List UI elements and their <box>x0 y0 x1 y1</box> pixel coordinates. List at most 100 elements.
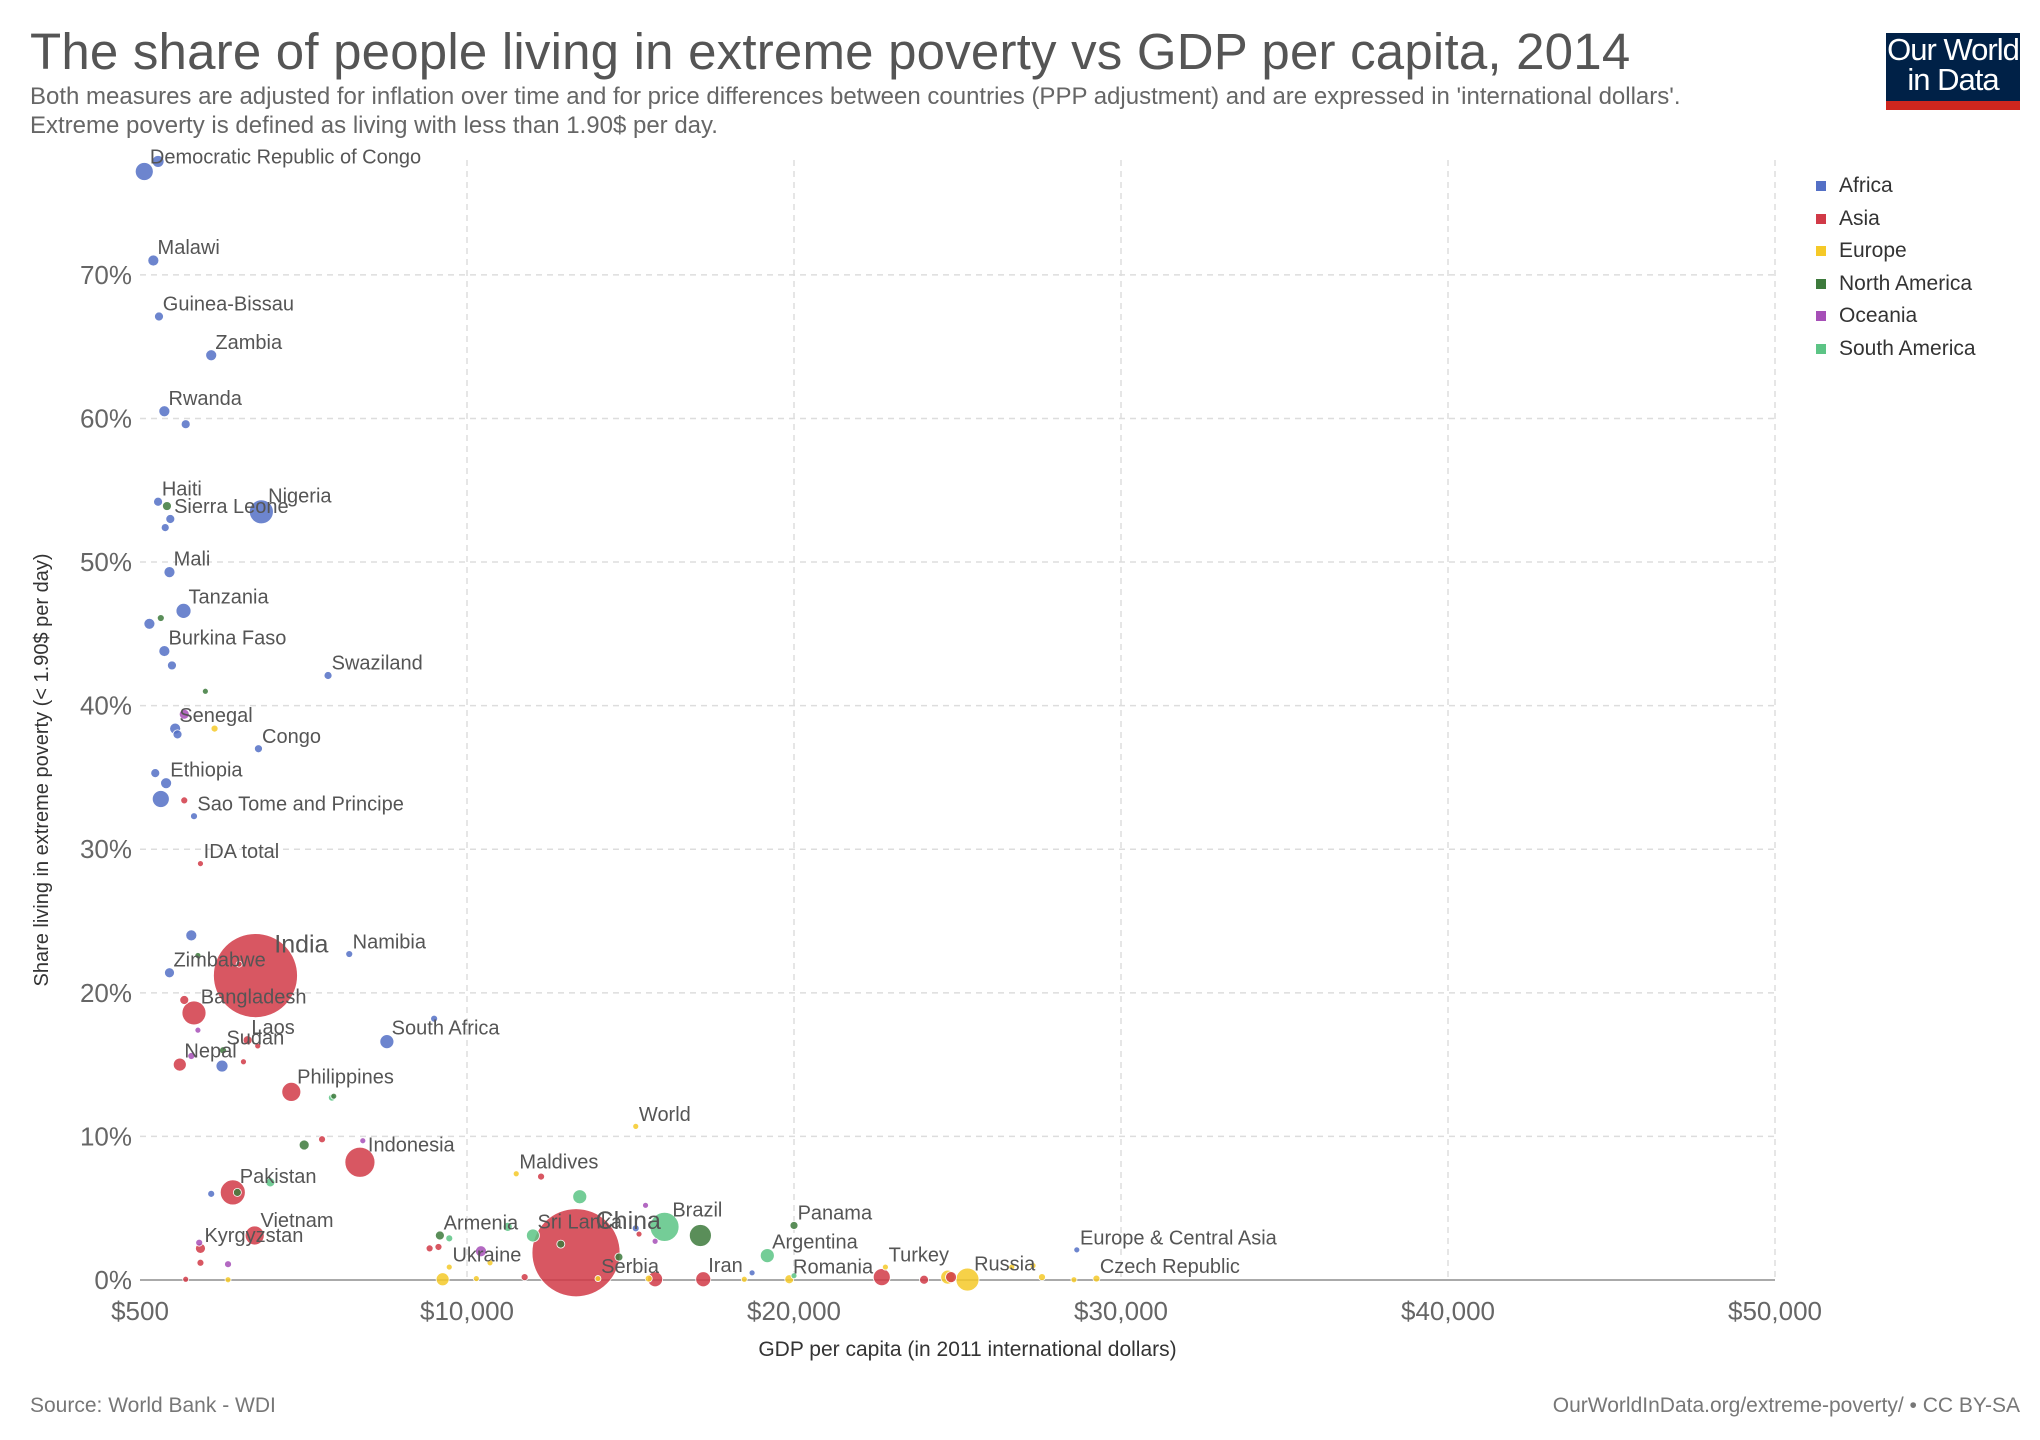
data-point <box>1029 1262 1037 1270</box>
data-point <box>224 1276 232 1284</box>
data-point <box>572 1189 588 1205</box>
data-point <box>345 950 354 958</box>
data-point <box>150 768 161 779</box>
y-axis-label: Share living in extreme poverty (< 1.90$… <box>31 554 53 987</box>
data-point <box>194 952 202 959</box>
data-point <box>526 1228 540 1243</box>
data-point <box>167 660 177 671</box>
legend-swatch <box>1816 343 1826 354</box>
legend-label: North America <box>1839 271 1973 295</box>
data-point <box>434 1230 445 1241</box>
point-label: IDA total <box>204 841 280 863</box>
data-point <box>265 1177 276 1188</box>
y-tick-label: 40% <box>80 691 132 721</box>
legend-item-south-america[interactable]: South America <box>1816 335 1976 368</box>
data-point <box>651 1237 659 1245</box>
data-point <box>151 155 165 168</box>
data-point <box>614 1252 624 1262</box>
data-point <box>281 1081 302 1102</box>
footer-url[interactable]: OurWorldInData.org/extreme-poverty/ • CC… <box>1552 1394 2020 1417</box>
data-point <box>748 1269 756 1277</box>
owid-logo[interactable]: Our World in Data <box>1886 33 2020 110</box>
data-point <box>872 1268 891 1287</box>
data-point <box>201 687 209 695</box>
x-tick-label: $500 <box>111 1296 169 1326</box>
data-point <box>197 860 204 867</box>
legend-label: Europe <box>1839 239 1907 262</box>
point-label: Sierra Leone <box>174 496 289 518</box>
data-point <box>330 1092 338 1100</box>
point-label: Czech Republic <box>1100 1256 1240 1278</box>
y-tick-label: 50% <box>80 547 132 577</box>
data-point <box>143 617 156 630</box>
data-point <box>881 1263 889 1271</box>
point-label: Indonesia <box>368 1135 456 1157</box>
point-label: Haiti <box>162 479 202 501</box>
data-point <box>175 602 192 619</box>
data-point <box>1038 1273 1046 1282</box>
data-point <box>190 812 198 821</box>
data-point <box>520 1273 529 1282</box>
point-label: Sri Lanka <box>538 1212 623 1234</box>
point-label: Zimbabwe <box>173 949 265 971</box>
legend-item-asia[interactable]: Asia <box>1816 205 1976 238</box>
data-point <box>556 1239 566 1249</box>
data-point <box>502 1221 513 1232</box>
data-point <box>180 796 189 805</box>
data-point <box>195 1238 204 1247</box>
data-point <box>240 1058 247 1066</box>
data-point <box>1092 1274 1101 1283</box>
point-label: Brazil <box>672 1199 722 1221</box>
data-point <box>1008 1263 1016 1271</box>
point-label: Serbia <box>601 1256 660 1278</box>
y-tick-label: 20% <box>80 978 132 1008</box>
data-point <box>235 960 243 968</box>
data-point <box>196 1258 205 1267</box>
point-label: Sao Tome and Principe <box>197 794 403 816</box>
logo-accent-bar <box>1886 101 2020 110</box>
data-point <box>179 995 190 1005</box>
point-label: Bangladesh <box>201 987 307 1009</box>
data-point <box>759 1248 775 1263</box>
data-point <box>187 1052 196 1060</box>
legend-item-africa[interactable]: Africa <box>1816 172 1976 205</box>
data-point <box>594 1275 602 1282</box>
point-label: Rwanda <box>169 388 243 410</box>
data-point <box>445 1234 454 1243</box>
data-point <box>435 1272 450 1287</box>
data-point <box>512 1170 520 1178</box>
y-tick-label: 70% <box>80 260 132 290</box>
data-point <box>158 645 171 657</box>
point-label: Mali <box>174 549 211 571</box>
data-point <box>632 1122 640 1130</box>
data-point <box>219 1179 246 1206</box>
legend-label: South America <box>1839 336 1976 360</box>
data-point <box>154 311 164 322</box>
data-point <box>172 1057 187 1072</box>
point-label: Swaziland <box>332 653 423 675</box>
point-label: Maldives <box>519 1151 598 1173</box>
data-point <box>472 1275 480 1282</box>
point-label: Sudan <box>226 1028 284 1050</box>
data-point <box>224 1260 232 1269</box>
legend-item-north-america[interactable]: North America <box>1816 270 1976 303</box>
data-point <box>323 671 333 680</box>
point-label: Pakistan <box>240 1166 317 1188</box>
data-point <box>162 501 172 511</box>
legend-item-europe[interactable]: Europe <box>1816 237 1976 270</box>
point-label: Philippines <box>297 1067 394 1089</box>
legend-item-oceania[interactable]: Oceania <box>1816 302 1976 335</box>
point-label: Turkey <box>889 1245 949 1267</box>
data-point <box>254 744 263 754</box>
chart-subtitle: Both measures are adjusted for inflation… <box>30 83 1681 139</box>
data-point <box>213 933 298 1018</box>
data-point <box>181 1000 207 1026</box>
source-note: Source: World Bank - WDI <box>30 1394 276 1417</box>
data-point <box>182 1275 190 1283</box>
point-label: India <box>274 931 328 959</box>
data-point <box>430 1014 439 1023</box>
point-label: World <box>639 1104 691 1126</box>
data-point <box>178 708 190 720</box>
data-point <box>254 1042 262 1050</box>
data-point <box>298 1139 310 1151</box>
